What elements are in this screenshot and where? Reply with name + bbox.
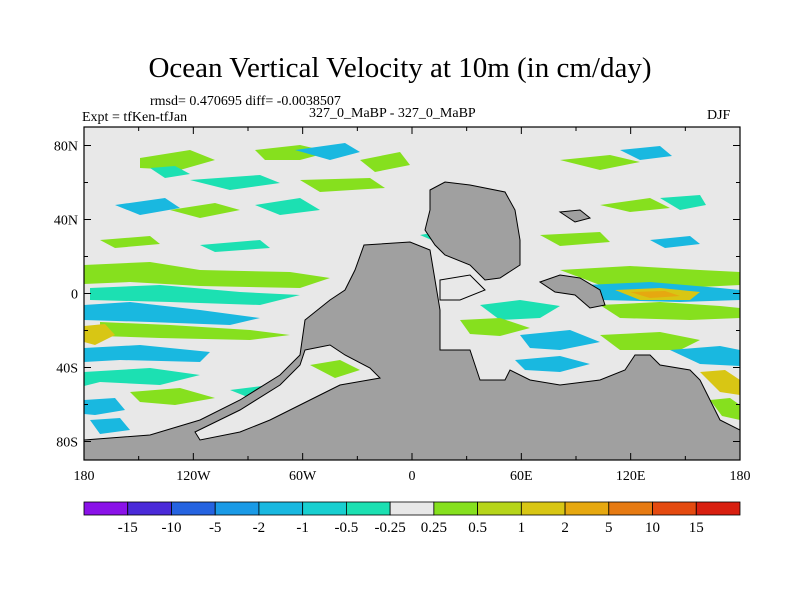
- land-mass: [424, 181, 521, 281]
- case-label: 327_0_MaBP - 327_0_MaBP: [309, 106, 476, 121]
- contour-region: [600, 332, 700, 350]
- contour-layer: [84, 143, 740, 434]
- contour-region: [710, 398, 740, 420]
- contour-region: [520, 330, 600, 350]
- contour-region: [295, 143, 360, 160]
- contour-region: [84, 345, 210, 362]
- y-tick-label: 0: [71, 288, 78, 303]
- contour-region: [480, 300, 560, 320]
- contour-region: [90, 418, 130, 434]
- colorbar-swatch: [564, 501, 610, 516]
- contour-region: [170, 203, 240, 218]
- x-axis: 180 120W 60W 0 60E 120E 180: [74, 127, 751, 484]
- x-tick-label: 120W: [176, 469, 211, 484]
- x-tick-label: 0: [409, 469, 416, 484]
- experiment-label: Expt = tfKen-tfJan: [82, 110, 188, 125]
- x-tick-label: 180: [730, 469, 751, 484]
- inland-ocean-layer: [194, 274, 486, 441]
- contour-region: [84, 324, 115, 345]
- colorbar-label: -0.25: [375, 520, 406, 536]
- colorbar-swatch: [214, 501, 260, 516]
- colorbar-swatch: [345, 501, 391, 516]
- colorbar-label: 5: [605, 520, 613, 536]
- x-tick-label: 120E: [616, 469, 646, 484]
- contour-region: [90, 285, 300, 305]
- contour-region: [670, 346, 740, 366]
- colorbar-swatch: [520, 501, 566, 516]
- colorbar-swatch: [302, 501, 347, 516]
- contour-region: [620, 146, 672, 160]
- colorbar-label: 10: [645, 520, 660, 536]
- contour-region: [515, 356, 590, 372]
- colorbar-label: -1: [296, 520, 309, 536]
- contour-region: [540, 232, 610, 246]
- colorbar-label: 0.25: [421, 520, 447, 536]
- contour-region: [200, 240, 270, 252]
- colorbar-swatch: [477, 501, 522, 516]
- colorbar-label: 0.5: [468, 520, 487, 536]
- contour-region: [360, 152, 410, 172]
- colorbar-swatch: [127, 501, 172, 516]
- contour-region: [100, 236, 160, 248]
- chart-title: Ocean Vertical Velocity at 10m (in cm/da…: [148, 52, 652, 84]
- colorbar-label: -2: [253, 520, 266, 536]
- colorbar-label: 1: [518, 520, 526, 536]
- colorbar-swatch: [608, 501, 653, 516]
- contour-region: [650, 236, 700, 248]
- colorbar-label: -5: [209, 520, 222, 536]
- season-label: DJF: [707, 108, 731, 123]
- y-tick-label: 80S: [56, 436, 78, 451]
- colorbar-swatch: [433, 501, 479, 516]
- contour-region: [190, 175, 280, 190]
- contour-region: [300, 178, 385, 192]
- contour-region: [100, 322, 290, 340]
- contour-region: [130, 388, 215, 405]
- x-tick-label: 60E: [510, 469, 533, 484]
- contour-region: [310, 360, 360, 378]
- contour-region: [84, 368, 200, 386]
- colorbar-label: 2: [561, 520, 569, 536]
- contour-region: [439, 274, 486, 301]
- colorbar-label: -10: [161, 520, 181, 536]
- colorbar-swatch: [171, 501, 216, 516]
- contour-region: [560, 155, 640, 170]
- colorbar-label: -15: [118, 520, 138, 536]
- contour-region: [115, 198, 180, 215]
- contour-region: [700, 370, 740, 395]
- colorbar: -15 -10 -5 -2 -1 -0.5 -0.25 0.25 0.5 1 2 5 10 15: [83, 501, 741, 536]
- contour-region: [630, 291, 680, 298]
- contour-region: [84, 398, 125, 415]
- stats-label: rmsd= 0.470695 diff= -0.0038507: [150, 94, 341, 109]
- y-tick-label: 40N: [54, 214, 78, 229]
- contour-region: [660, 195, 706, 210]
- contour-region: [600, 302, 740, 320]
- contour-region: [140, 150, 215, 170]
- y-tick-label: 40S: [56, 362, 78, 377]
- colorbar-swatch: [83, 501, 129, 516]
- colorbar-swatch: [258, 501, 304, 516]
- contour-region: [150, 166, 190, 178]
- x-tick-label: 60W: [289, 469, 317, 484]
- colorbar-label: 15: [689, 520, 704, 536]
- contour-region: [84, 262, 330, 288]
- colorbar-swatch: [652, 501, 697, 516]
- y-tick-label: 80N: [54, 140, 78, 155]
- contour-region: [600, 198, 670, 212]
- x-tick-label: 180: [74, 469, 95, 484]
- contour-region: [460, 318, 530, 336]
- colorbar-swatch: [695, 501, 741, 516]
- contour-region: [255, 198, 320, 215]
- contour-region: [84, 302, 260, 325]
- land-mass: [558, 209, 592, 223]
- colorbar-label: -0.5: [335, 520, 359, 536]
- contour-region: [560, 266, 740, 288]
- y-axis: 80N 40N 0 40S 80S: [54, 140, 740, 451]
- colorbar-swatch: [389, 501, 435, 516]
- land-mass: [538, 274, 606, 309]
